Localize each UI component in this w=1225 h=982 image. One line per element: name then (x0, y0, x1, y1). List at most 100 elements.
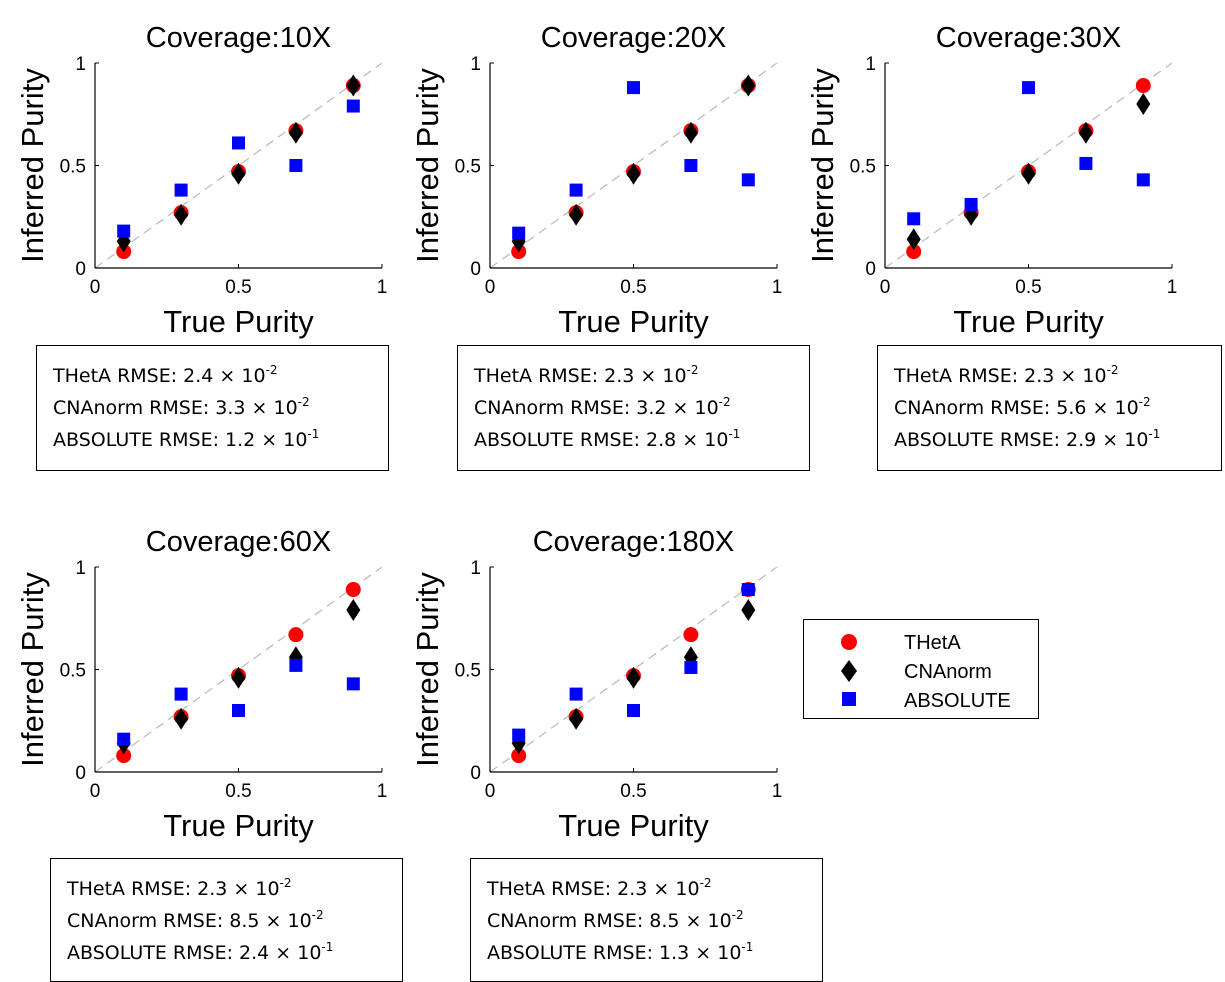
point-theta (288, 627, 304, 643)
x-axis-label: True Purity (163, 808, 314, 843)
rmse-text: CNAnorm RMSE: 5.6 × 10 (894, 397, 1139, 419)
y-axis-label: Inferred Purity (15, 68, 50, 263)
y-tick-label: 0.5 (60, 661, 86, 682)
point-cnanorm (741, 599, 756, 622)
x-tick-label: 0 (90, 781, 101, 802)
point-theta (511, 748, 527, 764)
point-theta (683, 627, 699, 643)
x-axis-label: True Purity (953, 304, 1104, 339)
rmse-line: CNAnorm RMSE: 3.3 × 10-2 (53, 392, 388, 424)
y-tick-label: 1 (470, 558, 481, 579)
rmse-exponent: -1 (1148, 427, 1161, 441)
rmse-box: THetA RMSE: 2.4 × 10-2 CNAnorm RMSE: 3.3 … (36, 345, 389, 471)
rmse-line: CNAnorm RMSE: 8.5 × 10-2 (487, 905, 822, 937)
rmse-text: ABSOLUTE RMSE: 1.3 × 10 (487, 942, 742, 964)
diagonal-reference-line (884, 62, 1173, 269)
rmse-line: CNAnorm RMSE: 8.5 × 10-2 (67, 905, 402, 937)
point-cnanorm (626, 666, 641, 689)
diagonal-reference-line (489, 62, 778, 269)
point-absolute (117, 224, 131, 238)
x-tick-label: 0 (880, 277, 891, 298)
point-theta (906, 244, 922, 260)
point-cnanorm (231, 666, 246, 689)
point-absolute (346, 99, 360, 113)
rmse-exponent: -2 (297, 395, 310, 409)
y-tick-label: 0 (75, 259, 86, 280)
y-tick-label: 0 (470, 763, 481, 784)
rmse-exponent: -2 (1106, 363, 1119, 377)
x-tick-label: 0.5 (225, 781, 251, 802)
point-absolute (684, 159, 698, 172)
panel-title: Coverage:60X (146, 526, 331, 558)
rmse-line: ABSOLUTE RMSE: 2.8 × 10-1 (474, 424, 809, 456)
x-axis-label: True Purity (558, 304, 709, 339)
rmse-exponent: -2 (311, 908, 324, 922)
y-tick-label: 1 (470, 54, 481, 75)
rmse-text: CNAnorm RMSE: 8.5 × 10 (67, 910, 312, 932)
legend-marker-cnanorm (841, 660, 857, 682)
point-cnanorm (174, 203, 189, 226)
rmse-box: THetA RMSE: 2.3 × 10-2 CNAnorm RMSE: 8.5 … (50, 858, 403, 982)
point-absolute (512, 226, 526, 240)
x-tick-label: 0.5 (225, 277, 251, 298)
x-tick-label: 0.5 (620, 277, 646, 298)
rmse-text: ABSOLUTE RMSE: 2.8 × 10 (474, 429, 729, 451)
point-cnanorm (683, 121, 698, 144)
x-tick-label: 1 (377, 277, 388, 298)
y-axis-label: Inferred Purity (805, 68, 840, 263)
legend-label-absolute: ABSOLUTE (904, 690, 1011, 712)
rmse-line: THetA RMSE: 2.3 × 10-2 (487, 873, 822, 905)
point-cnanorm (288, 121, 303, 144)
rmse-exponent: -1 (728, 427, 741, 441)
x-tick-label: 0 (90, 277, 101, 298)
diagonal-reference-line (94, 566, 383, 773)
point-absolute (684, 660, 698, 674)
point-cnanorm (1136, 93, 1151, 115)
x-tick-label: 0.5 (1015, 277, 1041, 298)
x-axis-label: True Purity (558, 808, 709, 843)
x-tick-label: 1 (1167, 277, 1178, 298)
legend-label-cnanorm: CNAnorm (904, 661, 992, 683)
rmse-exponent: -1 (321, 940, 334, 954)
y-tick-label: 1 (75, 54, 86, 75)
point-absolute (627, 704, 640, 717)
rmse-line: CNAnorm RMSE: 5.6 × 10-2 (894, 392, 1221, 424)
rmse-text: ABSOLUTE RMSE: 2.4 × 10 (67, 942, 322, 964)
rmse-line: THetA RMSE: 2.3 × 10-2 (474, 360, 809, 392)
point-cnanorm (231, 162, 246, 185)
rmse-text: CNAnorm RMSE: 8.5 × 10 (487, 910, 732, 932)
rmse-text: THetA RMSE: 2.3 × 10 (894, 365, 1107, 387)
rmse-exponent: -2 (686, 363, 699, 377)
rmse-text: CNAnorm RMSE: 3.2 × 10 (474, 397, 719, 419)
y-tick-label: 0 (470, 259, 481, 280)
rmse-text: THetA RMSE: 2.3 × 10 (487, 878, 700, 900)
point-absolute (117, 732, 131, 746)
y-tick-label: 0.5 (455, 661, 481, 682)
y-axis-label: Inferred Purity (15, 572, 50, 767)
y-tick-label: 1 (75, 558, 86, 579)
point-theta (116, 748, 132, 764)
point-absolute (232, 136, 245, 150)
point-cnanorm (906, 228, 921, 251)
rmse-exponent: -2 (265, 363, 278, 377)
y-tick-label: 0.5 (850, 157, 876, 178)
legend-marker-theta (841, 634, 857, 650)
legend-marker-absolute (842, 692, 856, 706)
x-tick-label: 1 (377, 781, 388, 802)
rmse-line: THetA RMSE: 2.3 × 10-2 (67, 873, 402, 905)
point-cnanorm (1078, 121, 1093, 144)
rmse-exponent: -2 (699, 876, 712, 890)
point-absolute (174, 183, 188, 197)
point-absolute (569, 183, 583, 197)
rmse-line: ABSOLUTE RMSE: 2.4 × 10-1 (67, 937, 402, 969)
point-cnanorm (569, 707, 584, 730)
rmse-line: ABSOLUTE RMSE: 1.2 × 10-1 (53, 424, 388, 456)
x-tick-label: 0 (485, 277, 496, 298)
rmse-exponent: -2 (731, 908, 744, 922)
panel-title: Coverage:20X (541, 22, 726, 54)
x-tick-label: 0.5 (620, 781, 646, 802)
point-absolute (1022, 81, 1035, 95)
point-absolute (174, 687, 188, 701)
point-absolute (289, 658, 303, 672)
point-absolute (512, 728, 526, 742)
